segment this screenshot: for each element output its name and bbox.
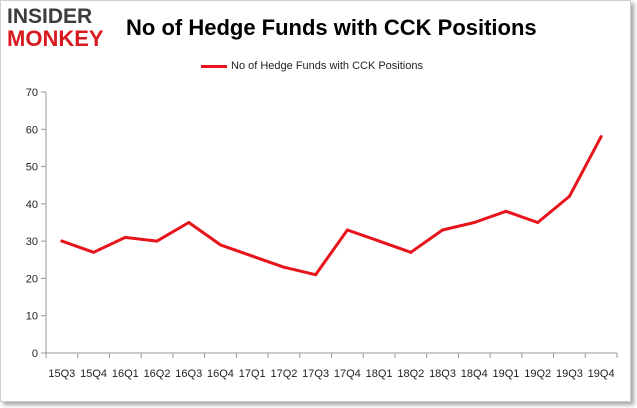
x-axis-ticks: 15Q3 15Q4 16Q1 16Q2 16Q3 16Q4 17Q1 17Q2 17Q3 17Q4… — [45, 353, 618, 380]
data-point — [123, 235, 127, 239]
data-point — [409, 250, 413, 254]
x-tick-label: 15Q4 — [80, 368, 107, 380]
y-tick-label: 20 — [26, 273, 38, 285]
data-point — [218, 243, 222, 247]
data-point — [536, 221, 540, 224]
series-layer — [60, 135, 603, 277]
x-tick-label: 15Q3 — [48, 368, 75, 380]
x-tick-label: 18Q2 — [397, 368, 424, 380]
data-point — [377, 239, 381, 243]
series-line — [60, 135, 603, 277]
x-tick-label: 18Q1 — [366, 368, 393, 380]
data-point — [567, 194, 571, 198]
x-tick-label: 17Q4 — [334, 368, 361, 380]
chart-axes — [45, 92, 617, 354]
legend-label: No of Hedge Funds with CCK Positions — [231, 60, 423, 72]
y-tick-label: 0 — [32, 348, 38, 360]
chart-frame: INSIDER MONKEY No of Hedge Funds with CC… — [0, 0, 631, 402]
logo-line-1: INSIDER — [7, 5, 93, 28]
y-tick-label: 70 — [26, 87, 38, 99]
x-tick-label: 19Q3 — [556, 368, 583, 380]
data-point — [504, 209, 508, 213]
data-point — [155, 239, 159, 243]
data-point — [187, 221, 191, 224]
x-tick-label: 17Q1 — [239, 368, 266, 380]
x-tick-label: 19Q4 — [588, 368, 615, 380]
chart-title: No of Hedge Funds with CCK Positions — [126, 15, 537, 40]
y-tick-label: 10 — [26, 311, 38, 323]
y-tick-label: 40 — [26, 199, 38, 211]
data-point — [282, 265, 286, 269]
data-point — [599, 135, 603, 139]
chart-legend: No of Hedge Funds with CCK Positions — [201, 58, 423, 74]
data-point — [345, 228, 349, 232]
y-tick-label: 60 — [26, 124, 38, 136]
y-tick-label: 30 — [26, 236, 38, 248]
data-point — [441, 228, 445, 232]
data-point — [472, 221, 476, 224]
legend-swatch — [201, 64, 227, 68]
data-point — [92, 250, 96, 254]
x-tick-label: 16Q2 — [144, 368, 171, 380]
x-tick-label: 16Q4 — [207, 368, 234, 380]
data-point — [250, 254, 254, 258]
x-tick-label: 16Q3 — [175, 368, 202, 380]
data-point — [60, 239, 64, 243]
x-tick-label: 17Q3 — [302, 368, 329, 380]
x-tick-label: 18Q3 — [429, 368, 456, 380]
x-tick-label: 19Q1 — [493, 368, 520, 380]
x-tick-label: 17Q2 — [270, 368, 297, 380]
logo-line-2: MONKEY — [7, 26, 104, 51]
y-axis-ticks: 0 10 20 30 40 50 60 70 — [26, 87, 46, 360]
line-chart: 0 10 20 30 40 50 60 70 15Q3 15Q4 16Q1 16Q2 16Q3 16Q4… — [26, 87, 618, 380]
x-tick-label: 19Q2 — [524, 368, 551, 380]
y-tick-label: 50 — [26, 162, 38, 174]
insider-monkey-logo: INSIDER MONKEY — [7, 6, 117, 54]
x-tick-label: 16Q1 — [112, 368, 139, 380]
x-tick-label: 18Q4 — [461, 368, 488, 380]
data-point — [314, 273, 318, 277]
